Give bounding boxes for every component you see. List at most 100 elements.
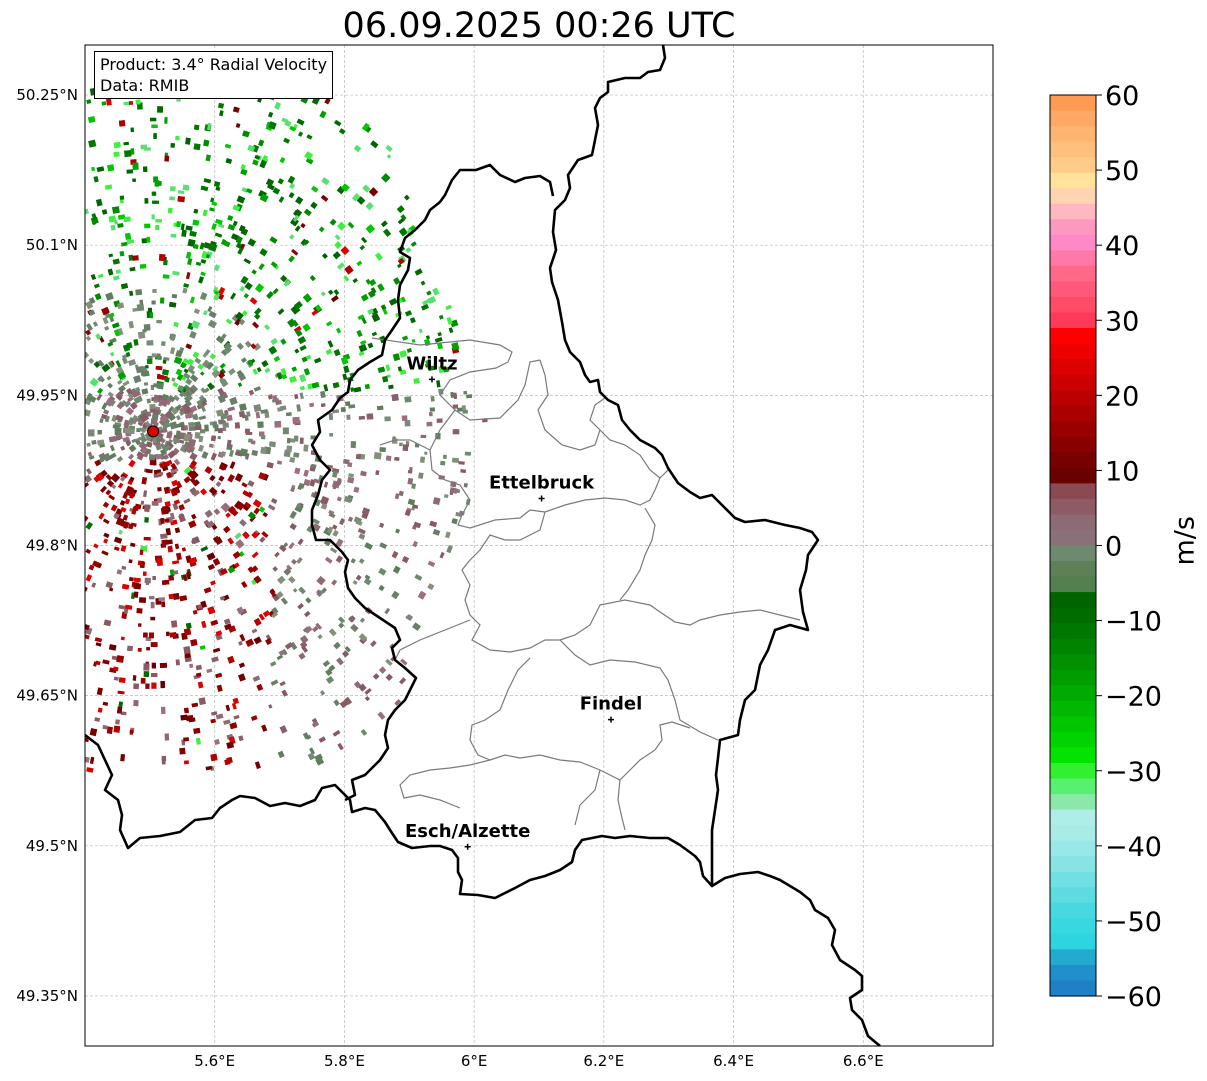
colorbar-tick-label: 10: [1105, 456, 1139, 487]
colorbar-segment: [1050, 638, 1096, 655]
city-label: Ettelbruck: [489, 472, 595, 493]
radar-site-marker: [147, 425, 160, 438]
colorbar-segment: [1050, 871, 1096, 888]
colorbar-segment: [1050, 421, 1096, 438]
gridlines: [85, 45, 993, 1046]
colorbar-segment: [1050, 592, 1096, 609]
city-marker: [428, 376, 435, 383]
colorbar-segment: [1050, 778, 1096, 795]
colorbar-segment: [1050, 265, 1096, 283]
colorbar-segment: [1050, 157, 1096, 174]
colorbar-segment: [1050, 964, 1096, 982]
colorbar-segment: [1050, 126, 1096, 143]
colorbar-segment: [1050, 840, 1096, 857]
lat-tick-label: 50.1°N: [26, 236, 78, 254]
colorbar-tick-label: −10: [1105, 607, 1162, 638]
colorbar-segment: [1050, 359, 1096, 376]
colorbar-segment: [1050, 887, 1096, 904]
colorbar-segment: [1050, 483, 1096, 500]
colorbar-segment: [1050, 685, 1096, 702]
colorbar-segment: [1050, 95, 1096, 112]
colorbar-segment: [1050, 623, 1096, 640]
colorbar-segment: [1050, 452, 1096, 469]
colorbar-segment: [1050, 312, 1096, 329]
colorbar-segment: [1050, 188, 1096, 205]
colorbar-tick-label: 20: [1105, 381, 1139, 412]
canton-boundaries: [371, 337, 801, 831]
colorbar-segment: [1050, 343, 1096, 360]
data-source-label: Data: RMIB: [100, 76, 190, 95]
colorbar-segment: [1050, 514, 1096, 531]
colorbar-segment: [1050, 576, 1096, 593]
colorbar-segment: [1050, 529, 1096, 547]
colorbar-tick-label: 50: [1105, 156, 1139, 187]
city-label: Wiltz: [406, 353, 457, 374]
chart-title: 06.09.2025 00:26 UTC: [342, 6, 736, 46]
colorbar-segment: [1050, 980, 1096, 997]
colorbar-segment: [1050, 467, 1096, 484]
colorbar-segment: [1050, 825, 1096, 842]
lat-tick-label: 49.5°N: [26, 837, 78, 855]
colorbar-segment: [1050, 374, 1096, 391]
colorbar-segment: [1050, 250, 1096, 267]
lon-tick-label: 5.6°E: [194, 1052, 235, 1070]
colorbar-segment: [1050, 296, 1096, 314]
city-label: Findel: [580, 694, 643, 715]
lon-tick-label: 6°E: [461, 1052, 488, 1070]
colorbar-segment: [1050, 918, 1096, 935]
colorbar-segment: [1050, 747, 1096, 764]
lat-tick-label: 50.25°N: [16, 86, 78, 104]
city-marker: [538, 495, 545, 502]
colorbar-tick-label: −50: [1105, 907, 1162, 938]
colorbar-tick-label: 0: [1105, 532, 1122, 563]
lon-tick-label: 5.8°E: [324, 1052, 365, 1070]
product-info-box: Product: 3.4° Radial Velocity Data: RMIB: [94, 51, 334, 99]
lon-tick-label: 6.2°E: [583, 1052, 624, 1070]
colorbar-segment: [1050, 654, 1096, 671]
colorbar-tick-label: 30: [1105, 306, 1139, 337]
national-borders: [85, 45, 881, 1046]
lat-tick-label: 49.95°N: [16, 386, 78, 404]
colorbar-tick-label: −60: [1105, 982, 1162, 1013]
colorbar-segment: [1050, 700, 1096, 717]
lat-tick-label: 49.8°N: [26, 537, 78, 555]
plot-frame: [84, 44, 994, 1047]
colorbar-segment: [1050, 856, 1096, 873]
city-marker: [607, 716, 614, 723]
colorbar-segment: [1050, 436, 1096, 453]
colorbar-segment: [1050, 203, 1096, 220]
colorbar-segment: [1050, 561, 1096, 578]
colorbar-segment: [1050, 949, 1096, 966]
colorbar-tick-label: 60: [1105, 81, 1139, 112]
city-label: Esch/Alzette: [405, 821, 530, 842]
colorbar-segment: [1050, 281, 1096, 298]
colorbar-segment: [1050, 762, 1096, 780]
colorbar-segment: [1050, 607, 1096, 624]
colorbar-label: m/s: [1169, 516, 1201, 566]
colorbar-segment: [1050, 234, 1096, 251]
colorbar-segment: [1050, 405, 1096, 422]
colorbar-segment: [1050, 933, 1096, 950]
lat-tick-label: 49.35°N: [16, 987, 78, 1005]
colorbar-tick-label: −20: [1105, 682, 1162, 713]
colorbar-segment: [1050, 809, 1096, 826]
velocity-field: Wiltz Ettelbruck Findel Esch/Alzette: [85, 45, 881, 1046]
colorbar: [1049, 94, 1102, 997]
colorbar-segment: [1050, 110, 1096, 127]
colorbar-segment: [1050, 141, 1096, 158]
colorbar-segment: [1050, 328, 1096, 345]
colorbar-segment: [1050, 545, 1096, 562]
colorbar-segment: [1050, 731, 1096, 749]
colorbar-segment: [1050, 219, 1096, 236]
colorbar-segment: [1050, 794, 1096, 811]
product-label: Product: 3.4° Radial Velocity: [100, 55, 328, 74]
colorbar-segment: [1050, 902, 1096, 919]
colorbar-segment: [1050, 498, 1096, 516]
colorbar-segment: [1050, 716, 1096, 733]
lon-tick-label: 6.4°E: [713, 1052, 754, 1070]
colorbar-tick-label: −30: [1105, 757, 1162, 788]
city-marker: [464, 843, 471, 850]
colorbar-segment: [1050, 669, 1096, 686]
lon-tick-label: 6.6°E: [843, 1052, 884, 1070]
